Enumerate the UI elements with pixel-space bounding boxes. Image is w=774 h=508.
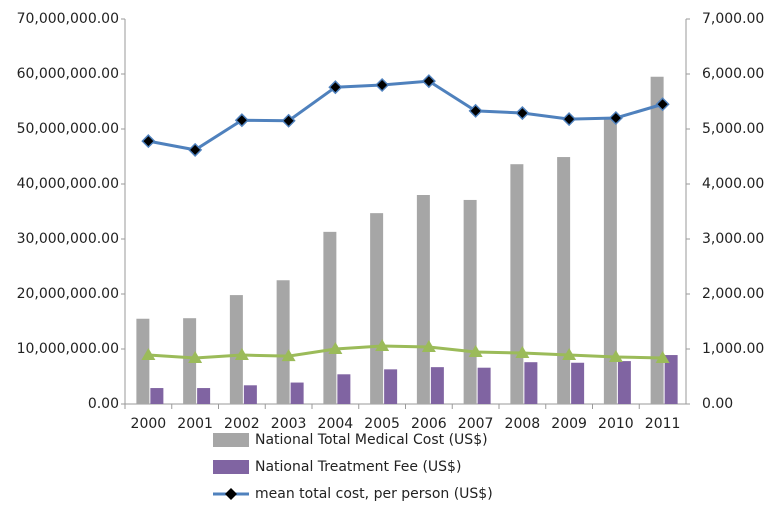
- y-tick-label: 20,000,000.00: [17, 286, 119, 302]
- marker: [608, 349, 623, 362]
- legend-swatch: [225, 488, 237, 500]
- bar: [136, 318, 150, 404]
- marker: [515, 346, 530, 359]
- marker: [328, 80, 343, 95]
- marker: [421, 74, 436, 89]
- line: [148, 79, 664, 152]
- marker: [328, 342, 343, 354]
- bar: [337, 374, 351, 404]
- bar: [384, 369, 398, 404]
- marker: [468, 345, 483, 358]
- x-tick-label: 2005: [364, 416, 400, 432]
- bar: [650, 76, 664, 404]
- y2-tick-label: 6,000.00: [702, 66, 764, 82]
- y2-tick-label: 7,000.00: [702, 11, 764, 27]
- y2-tick-label: 5,000.00: [702, 121, 764, 137]
- marker: [468, 103, 483, 118]
- marker: [234, 113, 249, 128]
- bar: [524, 362, 538, 404]
- marker: [188, 351, 203, 364]
- y2-tick-label: 4,000.00: [702, 176, 764, 192]
- legend-label: National Total Medical Cost (US$): [255, 432, 488, 448]
- x-tick-label: 2000: [131, 416, 167, 432]
- marker: [281, 349, 296, 362]
- y-tick-label: 10,000,000.00: [17, 341, 119, 357]
- y-tick-label: 0.00: [88, 396, 119, 412]
- bar: [430, 367, 444, 404]
- bar: [243, 385, 257, 404]
- bar: [416, 195, 430, 404]
- x-tick-label: 2010: [598, 416, 634, 432]
- bar: [664, 355, 678, 404]
- y-tick-label: 30,000,000.00: [17, 231, 119, 247]
- bar: [463, 199, 477, 404]
- y-tick-label: 50,000,000.00: [17, 121, 119, 137]
- x-tick-label: 2009: [551, 416, 587, 432]
- y2-tick-label: 2,000.00: [702, 286, 764, 302]
- marker: [655, 97, 670, 112]
- x-tick-label: 2002: [224, 416, 260, 432]
- y-tick-label: 40,000,000.00: [17, 176, 119, 192]
- bar: [617, 361, 631, 404]
- marker: [375, 77, 390, 93]
- bar: [229, 295, 243, 404]
- marker: [141, 348, 156, 361]
- y2-tick-label: 3,000.00: [702, 231, 764, 247]
- marker: [608, 110, 623, 126]
- x-tick-label: 2004: [318, 416, 354, 432]
- y2-tick-label: 1,000.00: [702, 341, 764, 357]
- marker: [141, 134, 156, 149]
- legend-label: National Treatment Fee (US$): [255, 459, 461, 475]
- bar: [150, 388, 164, 404]
- bar: [510, 164, 524, 404]
- marker: [562, 348, 577, 361]
- legend-swatch: [213, 460, 249, 474]
- bar: [370, 213, 384, 404]
- x-tick-label: 2006: [411, 416, 447, 432]
- bar: [557, 157, 571, 404]
- marker: [562, 112, 577, 127]
- y2-tick-label: 0.00: [702, 396, 733, 412]
- marker: [375, 338, 390, 351]
- x-tick-label: 2003: [271, 416, 307, 432]
- bar: [603, 118, 617, 404]
- marker: [281, 113, 296, 128]
- bar: [477, 367, 491, 404]
- marker: [655, 351, 670, 364]
- bar: [197, 388, 211, 404]
- line: [148, 344, 663, 360]
- bar: [323, 231, 337, 404]
- legend-label: mean total cost, per person (US$): [255, 486, 493, 502]
- marker: [234, 348, 249, 361]
- x-tick-label: 2008: [505, 416, 541, 432]
- x-tick-label: 2011: [645, 416, 681, 432]
- y-tick-label: 70,000,000.00: [17, 11, 119, 27]
- bar: [276, 280, 290, 404]
- legend-swatch: [213, 433, 249, 447]
- x-tick-label: 2001: [177, 416, 213, 432]
- marker: [421, 340, 436, 353]
- marker: [515, 105, 530, 121]
- marker: [188, 142, 203, 157]
- bar: [290, 382, 304, 404]
- y-tick-label: 60,000,000.00: [17, 66, 119, 82]
- x-tick-label: 2007: [458, 416, 494, 432]
- bar: [571, 362, 585, 404]
